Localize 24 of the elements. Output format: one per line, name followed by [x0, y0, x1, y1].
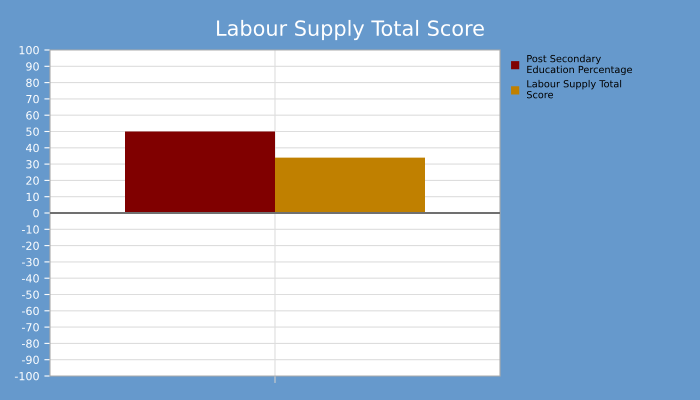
y-tick-label: -100 [14, 372, 39, 380]
y-tick-label: 40 [26, 144, 39, 152]
y-tick-label: 100 [20, 46, 39, 54]
y-tick-label: -90 [22, 356, 39, 364]
y-tick-label: 50 [26, 127, 39, 136]
chart-title: Labour Supply Total Score [217, 20, 484, 40]
y-tick-label: -10 [22, 225, 39, 234]
y-tick-label: -50 [22, 290, 39, 299]
legend-label: Post Secondary Education Percentage [527, 54, 632, 76]
y-tick-label: 60 [26, 111, 39, 120]
y-tick-label: -60 [22, 306, 39, 316]
y-tick-label: -30 [22, 258, 39, 266]
y-tick-label: 90 [26, 62, 39, 71]
y-tick-label: 10 [26, 192, 39, 202]
y-tick-label: -70 [22, 323, 39, 332]
y-tick-label: -40 [22, 274, 39, 283]
y-tick-label: -80 [22, 339, 39, 348]
legend-label: Labour Supply Total Score [526, 80, 622, 98]
y-tick-label: 80 [26, 78, 39, 87]
y-tick-label: 70 [26, 94, 39, 104]
y-tick-label: 20 [26, 176, 39, 185]
y-tick-label: -20 [22, 242, 39, 250]
y-tick-label: 0 [33, 208, 39, 218]
y-tick-label: 30 [26, 160, 39, 168]
